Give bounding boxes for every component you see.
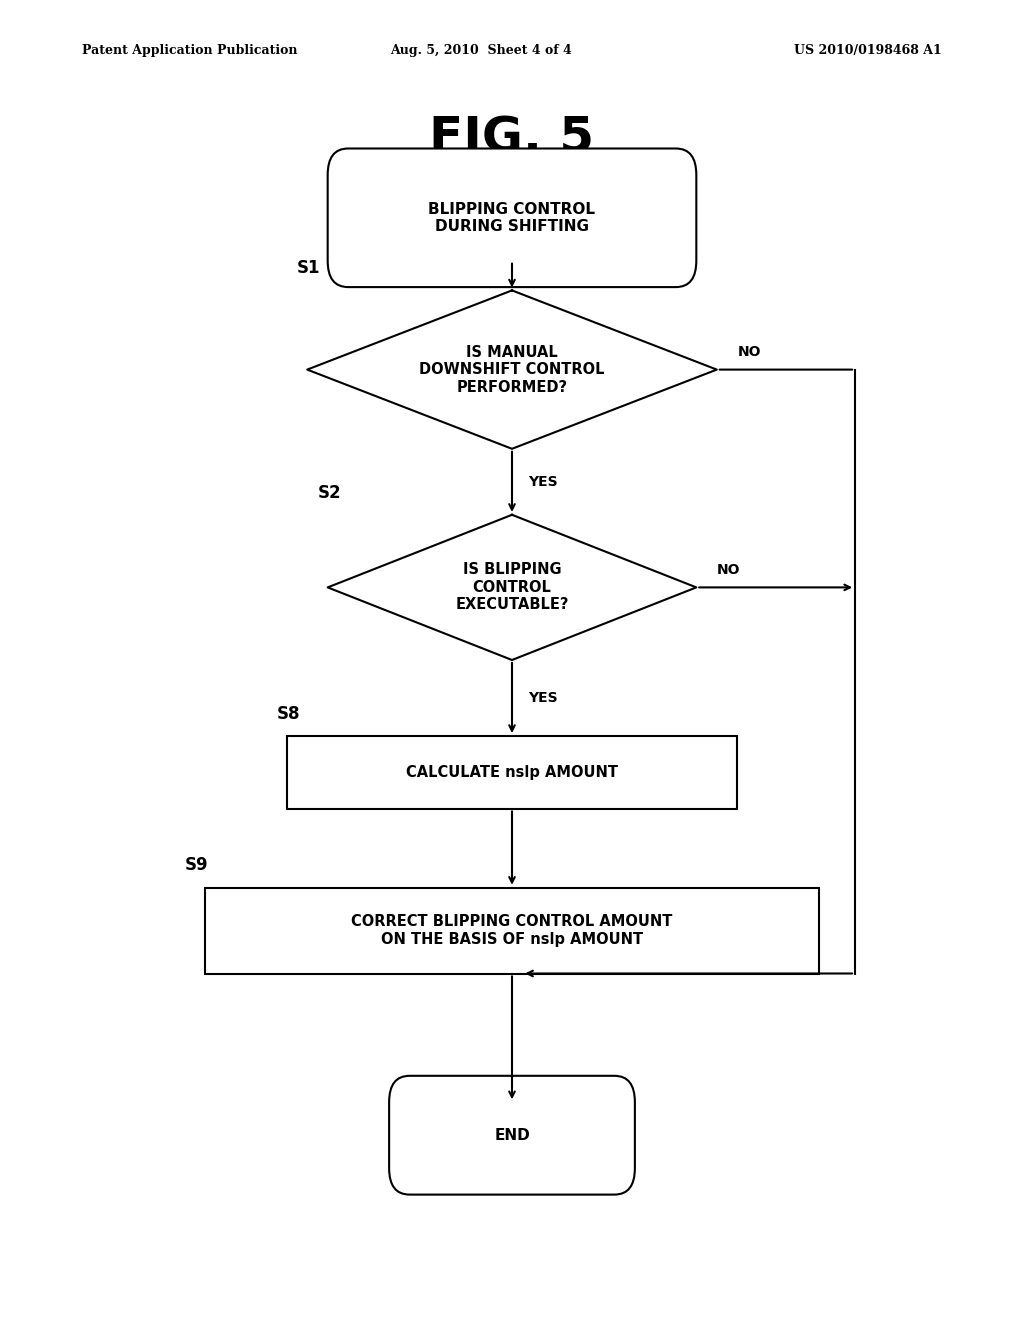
Text: END: END [495,1127,529,1143]
Text: YES: YES [528,475,557,488]
Text: S2: S2 [317,483,341,502]
Text: Patent Application Publication: Patent Application Publication [82,44,297,57]
Text: S9: S9 [184,857,208,874]
Text: CORRECT BLIPPING CONTROL AMOUNT
ON THE BASIS OF nslp AMOUNT: CORRECT BLIPPING CONTROL AMOUNT ON THE B… [351,915,673,946]
FancyBboxPatch shape [389,1076,635,1195]
Text: IS MANUAL
DOWNSHIFT CONTROL
PERFORMED?: IS MANUAL DOWNSHIFT CONTROL PERFORMED? [419,345,605,395]
Polygon shape [328,515,696,660]
Text: NO: NO [717,564,740,577]
Bar [287,737,737,808]
Text: YES: YES [528,690,557,705]
Text: Aug. 5, 2010  Sheet 4 of 4: Aug. 5, 2010 Sheet 4 of 4 [390,44,572,57]
Text: S8: S8 [276,705,300,722]
Text: IS BLIPPING
CONTROL
EXECUTABLE?: IS BLIPPING CONTROL EXECUTABLE? [456,562,568,612]
Text: US 2010/0198468 A1: US 2010/0198468 A1 [795,44,942,57]
Text: S1: S1 [297,259,321,277]
Text: NO: NO [737,346,761,359]
Text: BLIPPING CONTROL
DURING SHIFTING: BLIPPING CONTROL DURING SHIFTING [428,202,596,234]
Bar [205,888,819,974]
Text: FIG. 5: FIG. 5 [429,115,595,162]
Text: CALCULATE nslp AMOUNT: CALCULATE nslp AMOUNT [406,764,618,780]
FancyBboxPatch shape [328,149,696,288]
Polygon shape [307,290,717,449]
